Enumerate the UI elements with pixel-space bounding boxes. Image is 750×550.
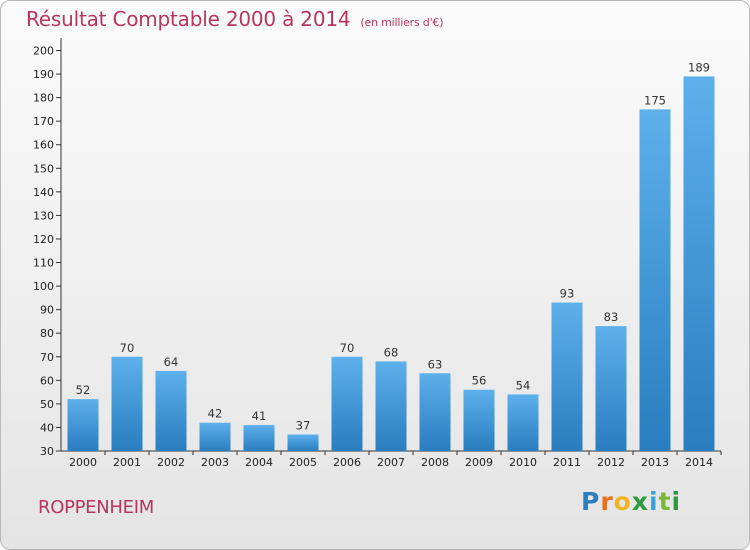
x-tick-label: 2009	[465, 456, 493, 469]
logo-letter: o	[613, 487, 632, 516]
bar-value-label: 83	[604, 310, 619, 324]
y-tick-label: 170	[33, 115, 54, 128]
y-tick-label: 80	[40, 327, 54, 340]
place-name: ROPPENHEIM	[38, 497, 154, 518]
x-tick-label: 2006	[333, 456, 361, 469]
bar-2001	[111, 356, 143, 451]
logo-letter: P	[581, 487, 601, 516]
bar-2012	[595, 326, 627, 451]
y-tick-label: 90	[40, 304, 54, 317]
bar-value-label: 41	[252, 409, 267, 423]
y-tick-label: 40	[40, 421, 54, 434]
y-tick-label: 110	[33, 257, 54, 270]
x-tick-label: 2000	[69, 456, 97, 469]
x-tick-label: 2005	[289, 456, 317, 469]
bar-2002	[155, 370, 187, 451]
bar-2004	[243, 425, 275, 451]
bar-value-label: 52	[76, 383, 91, 397]
y-tick-label: 100	[33, 280, 54, 293]
y-tick-label: 50	[40, 398, 54, 411]
chart-subtitle: (en milliers d'€)	[360, 16, 444, 29]
bar-value-label: 54	[516, 378, 531, 392]
bar-2010	[507, 394, 539, 451]
x-tick-label: 2010	[509, 456, 537, 469]
bar-2005	[287, 434, 319, 451]
chart-title: Résultat Comptable 2000 à 2014 (en millie…	[26, 7, 444, 31]
x-tick-label: 2004	[245, 456, 273, 469]
x-tick-label: 2013	[641, 456, 669, 469]
x-tick-label: 2001	[113, 456, 141, 469]
bar-value-label: 56	[472, 374, 487, 388]
y-tick-label: 30	[40, 445, 54, 458]
proxiti-logo: Proxiti	[581, 487, 681, 516]
bar-value-label: 70	[120, 341, 135, 355]
bar-2011	[551, 302, 583, 451]
logo-letter: t	[658, 487, 672, 516]
x-tick-label: 2002	[157, 456, 185, 469]
x-tick-label: 2012	[597, 456, 625, 469]
bars: 52 70 64 42 41 37 70 68 63 56 54 93 83 175 189	[67, 60, 715, 451]
bar-2006	[331, 356, 363, 451]
y-tick-label: 190	[33, 68, 54, 81]
y-ticks: 30 40 50 60 70 80 90 100 110 120 130 140 150 160 170 18…	[33, 45, 61, 458]
logo-letter: i	[671, 487, 682, 516]
x-ticks: 2000 2001 2002 2003 2004 2005 2006 2007 2008 2009…	[69, 451, 722, 469]
x-tick-label: 2008	[421, 456, 449, 469]
bar-value-label: 42	[208, 407, 223, 421]
bar-2007	[375, 361, 407, 451]
logo-letter: x	[631, 487, 649, 516]
bar-value-label: 63	[428, 357, 443, 371]
bar-2009	[463, 389, 495, 451]
y-tick-label: 130	[33, 209, 54, 222]
bar-2000	[67, 399, 99, 451]
y-tick-label: 120	[33, 233, 54, 246]
y-tick-label: 150	[33, 162, 54, 175]
bar-value-label: 189	[688, 60, 710, 74]
x-tick-label: 2007	[377, 456, 405, 469]
y-tick-label: 180	[33, 92, 54, 105]
bar-2014	[683, 76, 715, 451]
chart-title-text: Résultat Comptable 2000 à 2014	[26, 7, 351, 31]
y-tick-label: 200	[33, 45, 54, 58]
x-tick-label: 2014	[685, 456, 713, 469]
y-tick-label: 60	[40, 374, 54, 387]
bar-value-label: 37	[296, 419, 311, 433]
logo-letter: r	[600, 487, 614, 516]
y-tick-label: 70	[40, 351, 54, 364]
y-tick-label: 140	[33, 186, 54, 199]
bar-value-label: 93	[560, 287, 575, 301]
bar-2003	[199, 422, 231, 451]
bar-2008	[419, 373, 451, 451]
bar-value-label: 175	[644, 93, 666, 107]
bar-value-label: 64	[164, 355, 179, 369]
bar-2013	[639, 109, 671, 451]
bar-value-label: 70	[340, 341, 355, 355]
x-tick-label: 2003	[201, 456, 229, 469]
logo-letter: i	[649, 487, 659, 516]
x-tick-label: 2011	[553, 456, 581, 469]
bar-value-label: 68	[384, 345, 399, 359]
y-tick-label: 160	[33, 139, 54, 152]
